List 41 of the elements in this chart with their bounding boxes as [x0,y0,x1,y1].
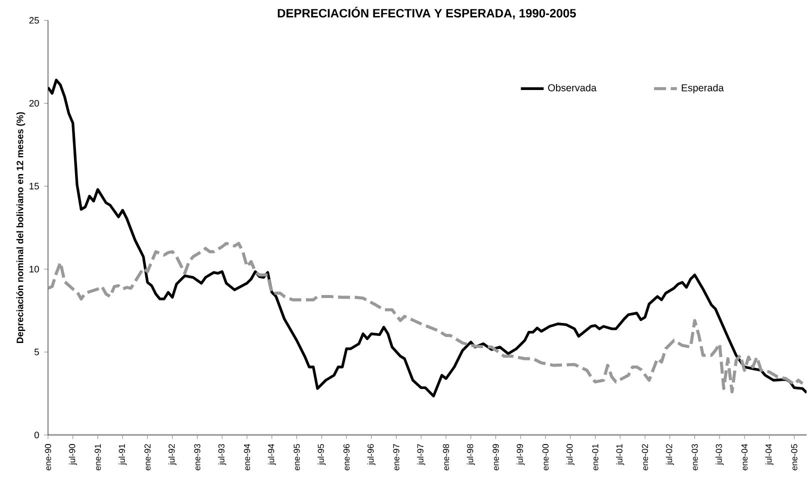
x-tick-label: ene-96 [343,444,350,470]
x-tick-label: jul-00 [566,444,574,466]
x-tick-label: ene-01 [592,444,598,470]
y-tick-label: 25 [29,17,39,24]
x-tick-label: jul-96 [367,444,376,466]
x-tick-label: ene-95 [294,444,300,470]
x-tick-label: ene-03 [692,444,698,470]
y-tick-label: 5 [34,348,39,356]
y-tick-label: 0 [34,432,39,438]
y-axis-title: Depreciación nominal del boliviano en 12 meses (%) [16,112,26,343]
x-tick-label: jul-94 [268,444,276,466]
x-tick-label: ene-99 [492,444,499,470]
x-tick-label: ene-92 [144,444,151,470]
x-tick-label: ene-94 [244,444,250,470]
x-tick-label: ene-05 [791,444,798,470]
legend-label: Observada [548,84,597,92]
y-tick-label: 10 [30,266,39,272]
x-tick-label: jul-97 [417,444,426,466]
x-tick-label: ene-90 [44,444,52,470]
x-tick-label: ene-98 [442,444,450,470]
y-tick-label: 20 [29,100,39,107]
x-tick-label: ene-97 [393,444,400,470]
x-tick-label: jul-91 [118,444,127,466]
x-tick-label: jul-95 [318,444,326,466]
x-tick-label: jul-03 [716,444,724,466]
x-tick-label: jul-99 [516,444,525,466]
chart-title: DEPRECIACIÓN EFECTIVA Y ESPERADA, 1990-2005 [278,6,576,20]
x-tick-label: jul-98 [466,444,475,466]
y-tick-label: 15 [30,182,39,190]
x-tick-label: jul-93 [218,444,226,466]
x-tick-label: jul-92 [168,444,176,466]
x-tick-label: jul-01 [616,444,624,466]
x-tick-label: jul-02 [666,444,674,466]
x-tick-label: ene-04 [741,444,748,470]
legend-label: Esperada [682,84,724,94]
x-tick-label: ene-02 [642,444,648,470]
x-tick-label: ene-91 [94,444,101,470]
x-tick-label: ene-00 [542,444,549,470]
x-tick-label: ene-93 [194,444,200,470]
x-tick-label: jul-04 [765,444,774,466]
x-tick-label: jul-90 [68,444,77,466]
